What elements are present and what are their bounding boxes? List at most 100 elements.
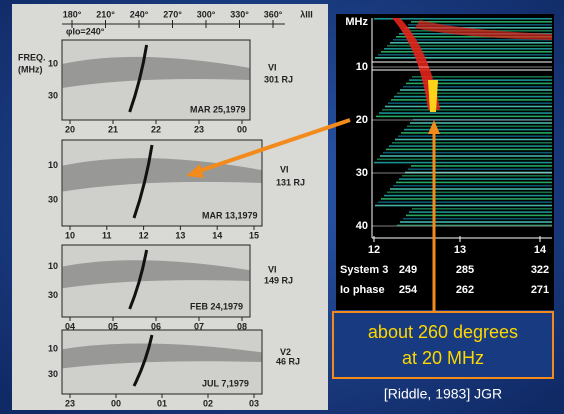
spectral-band — [378, 201, 552, 203]
top-axis-label: 270° — [163, 9, 182, 19]
spectral-band — [402, 175, 552, 177]
spectral-band — [389, 145, 552, 147]
top-axis-label: 300° — [197, 9, 216, 19]
spectral-band — [388, 102, 552, 104]
top-axis-label: 360° — [264, 9, 283, 19]
date-label: MAR 25,1979 — [190, 104, 246, 114]
hour-label: 13 — [175, 230, 185, 240]
spectral-band — [403, 218, 552, 220]
spectral-band — [400, 221, 552, 223]
y-label: 30 — [48, 369, 58, 379]
spectral-band — [378, 54, 552, 56]
spectral-band — [399, 178, 552, 180]
spectral-band — [400, 89, 552, 91]
spectral-band — [393, 185, 552, 187]
distance-label: 301 RJ — [264, 74, 293, 84]
freq-label: FREQ. — [18, 52, 46, 62]
spectral-band — [392, 142, 552, 144]
spectral-band — [381, 51, 552, 53]
y-label: 30 — [48, 90, 58, 100]
spectral-band — [397, 93, 552, 95]
hour-label: 11 — [102, 230, 112, 240]
date-label: MAR 13,1979 — [202, 210, 258, 220]
row-label: System 3 — [340, 264, 388, 276]
callout-text: about 260 degrees — [368, 322, 518, 342]
hour-label: 01 — [157, 398, 167, 408]
spectral-band — [380, 155, 552, 157]
callout-text: at 20 MHz — [402, 348, 484, 368]
hour-label: 03 — [249, 398, 259, 408]
hour-label: 14 — [212, 230, 222, 240]
spectral-band — [385, 106, 552, 108]
spectral-band — [375, 57, 552, 59]
x-label: 14 — [534, 244, 547, 256]
craft-label: VI — [268, 265, 277, 275]
date-label: FEB 24,1979 — [190, 301, 243, 311]
hour-label: 00 — [237, 124, 247, 134]
spectral-band — [394, 96, 552, 98]
top-axis-label: 180° — [63, 9, 82, 19]
spectral-band — [411, 165, 552, 167]
top-axis-label: λIII — [300, 9, 313, 19]
spectral-band — [401, 132, 552, 134]
spectral-band — [386, 149, 552, 151]
spectral-band — [382, 109, 552, 111]
x-label: 12 — [368, 244, 380, 256]
row-value: 285 — [456, 264, 474, 276]
hour-label: 02 — [203, 398, 213, 408]
y-label: 20 — [356, 114, 368, 126]
spectral-band — [379, 112, 552, 114]
top-axis-label: 330° — [230, 9, 249, 19]
hour-label: 15 — [249, 230, 259, 240]
spectral-band — [404, 129, 552, 131]
hour-label: 23 — [194, 124, 204, 134]
spectral-band — [391, 99, 552, 101]
spectral-band — [375, 205, 552, 207]
spectral-band — [398, 135, 552, 137]
spectral-band — [409, 211, 552, 213]
row-value: 249 — [399, 264, 417, 276]
row-value: 271 — [531, 284, 549, 296]
spectral-band — [407, 126, 552, 128]
spectral-band — [406, 215, 552, 217]
hour-label: 20 — [65, 124, 75, 134]
spectral-band — [412, 76, 552, 78]
spectral-band — [410, 122, 552, 124]
date-label: JUL 7,1979 — [202, 378, 249, 388]
freq-label: (MHz) — [18, 64, 43, 74]
row-value: 262 — [456, 284, 474, 296]
distance-label: 131 RJ — [276, 177, 305, 187]
craft-label: VI — [268, 62, 277, 72]
hour-label: 10 — [65, 230, 75, 240]
y-label: 30 — [356, 167, 368, 179]
spectral-band — [374, 162, 552, 164]
y-label: 10 — [48, 261, 58, 271]
row-value: 254 — [399, 284, 418, 296]
y-label: 10 — [48, 160, 58, 170]
hour-label: 23 — [65, 398, 75, 408]
hour-label: 00 — [111, 398, 121, 408]
y-label: 10 — [356, 61, 368, 73]
top-axis-label: 240° — [130, 9, 149, 19]
hour-label: 12 — [139, 230, 149, 240]
row-label: Io phase — [340, 284, 385, 296]
y-label: 10 — [48, 344, 58, 354]
y-label: 10 — [48, 58, 58, 68]
spectral-band — [384, 48, 552, 50]
spectral-band — [381, 198, 552, 200]
hour-label: 21 — [108, 124, 118, 134]
row-value: 322 — [531, 264, 549, 276]
top-axis-label: 210° — [96, 9, 115, 19]
distance-label: 149 RJ — [264, 275, 293, 285]
phase-label: φIo=240° — [66, 26, 105, 36]
spectral-band — [376, 116, 552, 118]
spectral-band — [383, 152, 552, 154]
y-label: 40 — [356, 220, 368, 232]
y-label: 30 — [48, 195, 58, 205]
citation: [Riddle, 1983] JGR — [384, 386, 502, 402]
spectral-band — [408, 168, 552, 170]
x-label: 13 — [454, 244, 466, 256]
distance-label: 46 RJ — [276, 356, 300, 366]
craft-label: VI — [280, 164, 289, 174]
unit-label: MHz — [345, 16, 368, 28]
